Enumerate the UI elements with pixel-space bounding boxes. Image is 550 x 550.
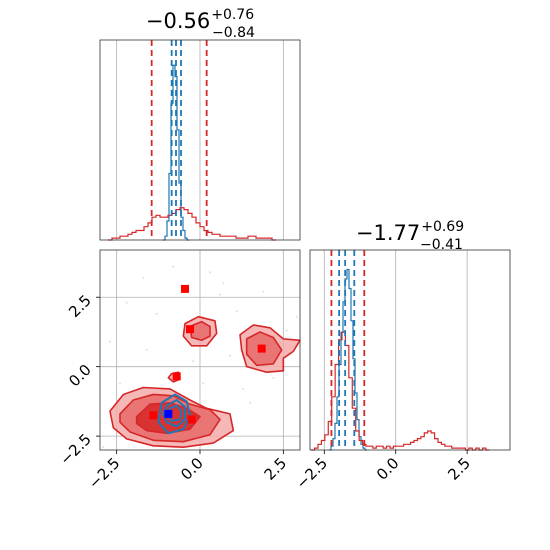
scatter-point [145, 349, 148, 351]
red-square-marker [149, 411, 158, 420]
markers [149, 284, 266, 424]
scatter-point [235, 310, 238, 313]
scatter-points [102, 265, 298, 449]
scatter-point [285, 329, 288, 332]
blue-square-marker [164, 409, 173, 418]
title-lower-error: −0.41 [420, 237, 463, 253]
y-tick-label: 0.0 [65, 361, 95, 391]
scatter-point [295, 315, 298, 318]
scatter-point [222, 282, 225, 285]
scatter-point [262, 290, 265, 293]
histogram-series [108, 64, 276, 241]
scatter-point [172, 265, 175, 268]
plot-frame [99, 39, 301, 241]
x-tick-label: 2.5 [444, 454, 474, 484]
title-median: −0.56 [146, 9, 210, 33]
scatter-point [192, 360, 195, 363]
scatter-point [249, 401, 251, 404]
scatter-point [109, 340, 111, 343]
scatter-point [219, 293, 221, 296]
scatter-point [209, 271, 211, 274]
scatter-point [272, 376, 275, 379]
title-upper-error: +0.69 [421, 219, 464, 235]
panel-title: −0.56+0.76 [146, 7, 254, 33]
title-upper-error: +0.76 [211, 7, 254, 23]
red-square-marker [186, 325, 194, 334]
scatter-point [102, 446, 105, 449]
histogram-step-line [108, 207, 276, 241]
y-tick-label: −2.5 [56, 430, 94, 468]
red-square-marker [187, 415, 196, 424]
histogram-series [311, 268, 490, 451]
x-tick-label: 0.0 [177, 454, 207, 484]
scatter-point [119, 382, 121, 385]
quantile-lines [330, 250, 366, 450]
red-square-marker [257, 344, 266, 353]
grid-lines [323, 250, 468, 450]
scatter-point [202, 382, 205, 385]
title-lower-error: −0.84 [212, 25, 255, 41]
tick-labels: −2.5 0.0 2.5 [293, 450, 474, 493]
y-tick-label: 2.5 [65, 291, 95, 321]
x-tick-label: 2.5 [261, 454, 291, 484]
plot-frame [309, 249, 511, 451]
histogram-step-line [311, 331, 490, 451]
joint-panel-bottom-left: −2.5 0.0 2.5 −2.5 0.0 2.5 [56, 249, 301, 493]
scatter-point [155, 312, 158, 315]
quantile-lines [150, 40, 208, 240]
blue-contour-outer [157, 393, 191, 435]
marginal-panel-top-left: −0.56+0.76 −0.84 [99, 7, 301, 241]
x-tick-label: −2.5 [293, 454, 331, 492]
marginal-panel-bottom-right: −1.77+0.69 −0.41 −2.5 0.0 2.5 [293, 219, 511, 493]
scatter-point [142, 276, 145, 279]
red-square-marker [181, 284, 189, 293]
red-contour-middle [189, 320, 211, 342]
grid-lines [116, 40, 284, 240]
red-contours [109, 315, 301, 449]
scatter-point [229, 354, 231, 357]
scatter-point [125, 301, 128, 304]
histogram-step-line [163, 64, 189, 241]
histogram-step-line [329, 268, 367, 451]
title-median: −1.77 [356, 221, 420, 245]
scatter-point [242, 387, 245, 390]
red-square-marker [172, 372, 181, 381]
blue-contour-middle [162, 399, 186, 428]
x-tick-label: 0.0 [373, 454, 403, 484]
x-tick-label: −2.5 [85, 454, 123, 492]
panel-title: −1.77+0.69 [356, 219, 464, 245]
